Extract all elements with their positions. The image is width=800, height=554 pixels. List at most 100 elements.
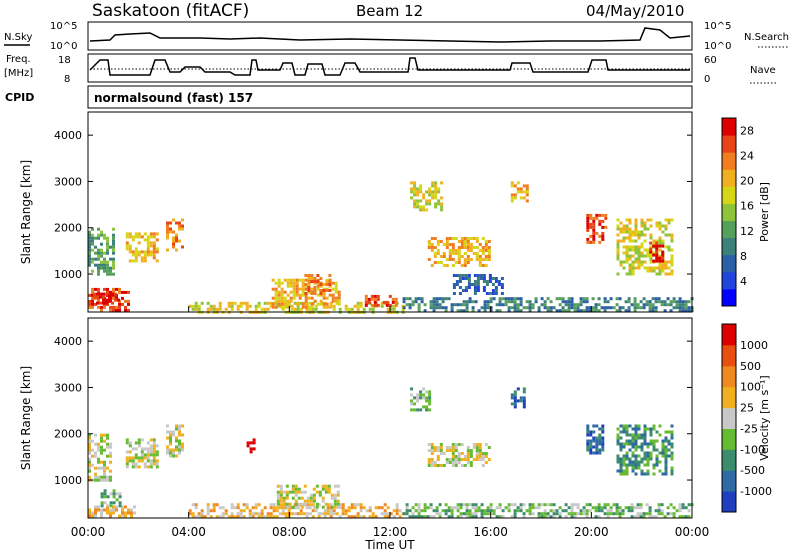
data-cell (594, 509, 598, 513)
data-cell (191, 307, 195, 311)
data-cell (634, 436, 638, 440)
data-cell (427, 243, 431, 246)
data-cell (487, 252, 491, 255)
data-cell (640, 263, 644, 267)
data-cell (660, 303, 664, 307)
data-cell (388, 303, 392, 307)
data-cell (658, 224, 662, 228)
data-cell (628, 439, 632, 443)
data-cell (292, 281, 296, 285)
data-cell (616, 254, 620, 258)
velocity-y-axis-label: Slant Range [km] (19, 366, 33, 470)
data-cell (426, 506, 430, 510)
data-cell (456, 515, 460, 519)
colorbar-swatch (722, 470, 736, 492)
data-cell (630, 509, 634, 513)
data-cell (266, 512, 270, 516)
data-cell (588, 309, 592, 313)
data-cell (463, 458, 467, 461)
data-cell (272, 506, 276, 510)
data-cell (570, 503, 574, 507)
data-cell (230, 515, 234, 519)
data-cell (423, 303, 427, 307)
data-cell (513, 184, 517, 188)
data-cell (567, 306, 571, 310)
x-tick-label: 20:00 (574, 525, 609, 539)
data-cell (628, 448, 632, 452)
data-cell (531, 306, 535, 310)
data-cell (507, 300, 511, 304)
data-cell (622, 463, 626, 467)
data-cell (88, 436, 91, 440)
data-cell (513, 303, 517, 307)
data-cell (661, 250, 665, 254)
data-cell (272, 503, 276, 507)
data-cell (586, 448, 590, 452)
data-cell (622, 454, 626, 458)
data-cell (411, 303, 415, 307)
data-cell (277, 296, 281, 300)
data-cell (628, 463, 632, 467)
data-cell (91, 454, 94, 458)
data-cell (636, 306, 640, 310)
data-cell (486, 306, 490, 310)
data-cell (510, 503, 514, 507)
data-cell (413, 408, 417, 412)
data-cell (484, 258, 488, 261)
data-cell (451, 246, 455, 249)
data-cell (640, 472, 644, 476)
data-cell (570, 506, 574, 510)
data-cell (589, 430, 593, 434)
data-cell (329, 509, 333, 513)
data-cell (312, 499, 316, 503)
data-cell (112, 248, 115, 252)
data-cell (233, 506, 237, 510)
colorbar-tick-label: 16 (740, 200, 754, 213)
data-cell (627, 506, 631, 510)
data-cell (634, 248, 638, 252)
data-cell (100, 263, 103, 267)
data-cell (109, 290, 112, 294)
data-cell (451, 264, 455, 267)
data-cell (589, 225, 593, 229)
data-cell (306, 496, 310, 500)
data-cell (655, 244, 659, 248)
data-cell (97, 299, 100, 303)
data-cell (451, 258, 455, 261)
data-cell (383, 503, 387, 507)
data-cell (598, 213, 602, 217)
data-cell (475, 449, 479, 452)
data-cell (169, 430, 172, 434)
data-cell (94, 245, 97, 249)
data-cell (307, 274, 311, 277)
data-cell (561, 297, 565, 301)
data-cell (450, 306, 454, 310)
data-cell (652, 239, 656, 243)
data-cell (149, 444, 153, 448)
data-cell (106, 269, 109, 273)
data-cell (188, 509, 192, 513)
data-cell (94, 451, 97, 455)
data-cell (601, 445, 605, 449)
data-cell (622, 245, 626, 249)
data-cell (380, 506, 384, 510)
data-cell (670, 236, 674, 240)
data-cell (480, 512, 484, 516)
data-cell (88, 248, 91, 252)
data-cell (368, 506, 372, 510)
data-cell (302, 512, 306, 516)
data-cell (661, 269, 665, 273)
data-cell (435, 297, 439, 301)
colorbar-tick-label: 12 (740, 225, 754, 238)
data-cell (332, 307, 336, 311)
data-cell (322, 302, 326, 306)
data-cell (432, 306, 436, 310)
data-cell (438, 297, 442, 301)
data-cell (279, 505, 283, 509)
data-cell (455, 280, 459, 283)
data-cell (290, 512, 294, 516)
data-cell (430, 237, 434, 240)
data-cell (480, 515, 484, 519)
data-cell (143, 447, 147, 451)
data-cell (494, 277, 498, 280)
